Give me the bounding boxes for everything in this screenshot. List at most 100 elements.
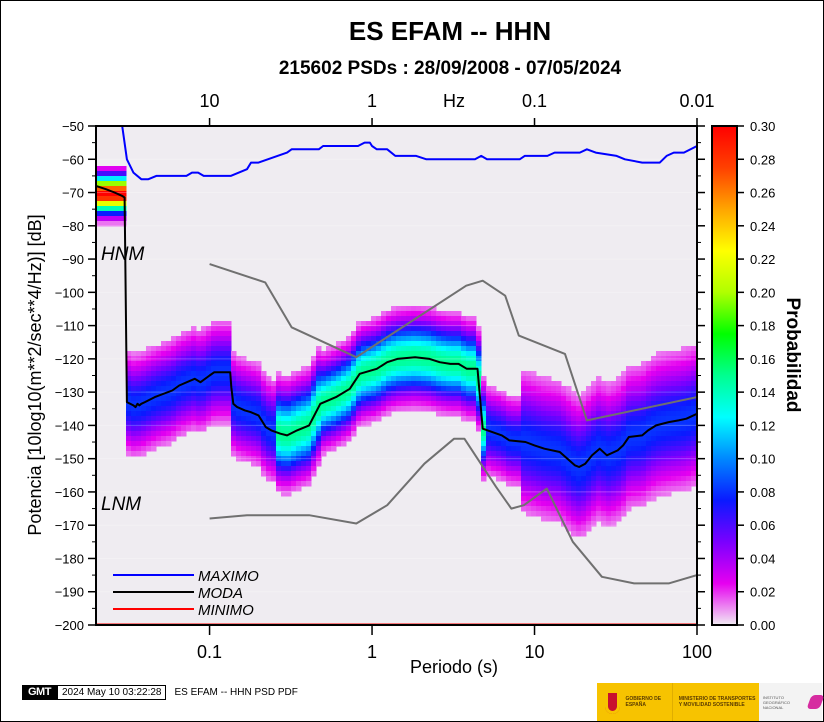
density-cell (251, 376, 257, 382)
density-cell (431, 396, 437, 402)
density-cell (556, 441, 562, 447)
density-cell (436, 341, 442, 347)
density-cell (521, 506, 527, 512)
density-cell (491, 421, 497, 427)
density-cell (591, 386, 597, 392)
density-cell (206, 331, 212, 337)
density-cell (426, 391, 432, 397)
density-cell (676, 456, 682, 462)
density-cell (486, 446, 492, 452)
density-cell (531, 431, 537, 437)
density-cell (161, 381, 167, 387)
density-cell (171, 416, 177, 422)
density-cell (396, 336, 402, 342)
density-cell (641, 436, 647, 442)
density-cell (281, 441, 287, 447)
density-cell (276, 376, 282, 382)
density-cell (676, 361, 682, 367)
density-cell (276, 451, 282, 457)
density-cell (251, 386, 257, 392)
density-cell (286, 451, 292, 457)
density-cell (676, 401, 682, 407)
density-cell (606, 461, 612, 467)
density-cell (306, 421, 312, 427)
density-cell (601, 396, 607, 402)
density-cell (271, 471, 277, 477)
density-cell (436, 326, 442, 332)
density-cell (376, 411, 382, 417)
density-cell (166, 341, 172, 347)
density-cell (156, 431, 162, 437)
density-cell (551, 381, 557, 387)
density-cell (161, 401, 167, 407)
density-cell (546, 501, 552, 507)
density-cell (376, 316, 382, 322)
density-cell (646, 361, 652, 367)
density-cell (326, 361, 332, 367)
density-cell (656, 396, 662, 402)
density-cell (596, 481, 602, 487)
density-cell (341, 341, 347, 347)
density-cell (231, 421, 237, 427)
density-cell (531, 481, 537, 487)
density-cell (606, 421, 612, 427)
density-cell (381, 316, 387, 322)
density-cell (441, 311, 447, 317)
density-cell (626, 486, 632, 492)
density-cell (121, 186, 127, 192)
density-cell (506, 451, 512, 457)
density-cell (546, 516, 552, 522)
density-cell (136, 441, 142, 447)
y-tick-label: −150 (55, 452, 84, 467)
density-cell (626, 366, 632, 372)
density-cell (206, 421, 212, 427)
density-cell (441, 401, 447, 407)
density-cell (661, 436, 667, 442)
density-cell (591, 381, 597, 387)
density-cell (236, 416, 242, 422)
density-cell (581, 526, 587, 532)
density-cell (166, 441, 172, 447)
density-cell (376, 406, 382, 412)
density-cell (106, 166, 112, 172)
legend-label-minimo: MINIMO (198, 602, 254, 619)
density-cell (536, 436, 542, 442)
density-cell (246, 426, 252, 432)
density-cell (431, 361, 437, 367)
density-cell (386, 366, 392, 372)
density-cell (651, 461, 657, 467)
density-cell (621, 491, 627, 497)
density-cell (576, 511, 582, 517)
density-cell (336, 401, 342, 407)
density-cell (166, 416, 172, 422)
density-cell (496, 436, 502, 442)
density-cell (396, 361, 402, 367)
density-cell (341, 386, 347, 392)
density-cell (666, 391, 672, 397)
density-cell (506, 431, 512, 437)
density-cell (491, 416, 497, 422)
density-cell (501, 416, 507, 422)
density-cell (431, 331, 437, 337)
density-cell (536, 476, 542, 482)
density-cell (346, 346, 352, 352)
density-cell (276, 386, 282, 392)
density-cell (266, 386, 272, 392)
density-cell (621, 471, 627, 477)
density-cell (421, 316, 427, 322)
density-cell (311, 431, 317, 437)
density-cell (606, 441, 612, 447)
density-cell (591, 456, 597, 462)
density-cell (621, 416, 627, 422)
density-cell (621, 501, 627, 507)
density-cell (531, 411, 537, 417)
density-cell (486, 431, 492, 437)
gobierno-logo: Gobierno de España (597, 683, 672, 721)
density-cell (436, 411, 442, 417)
density-cell (486, 441, 492, 447)
density-cell (671, 461, 677, 467)
density-cell (151, 436, 157, 442)
density-cell (291, 466, 297, 472)
density-cell (231, 431, 237, 437)
density-cell (391, 336, 397, 342)
